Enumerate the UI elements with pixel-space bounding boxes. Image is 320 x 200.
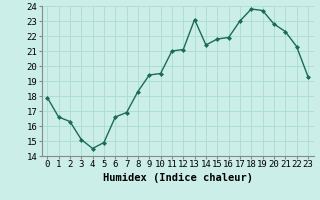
X-axis label: Humidex (Indice chaleur): Humidex (Indice chaleur) — [103, 173, 252, 183]
